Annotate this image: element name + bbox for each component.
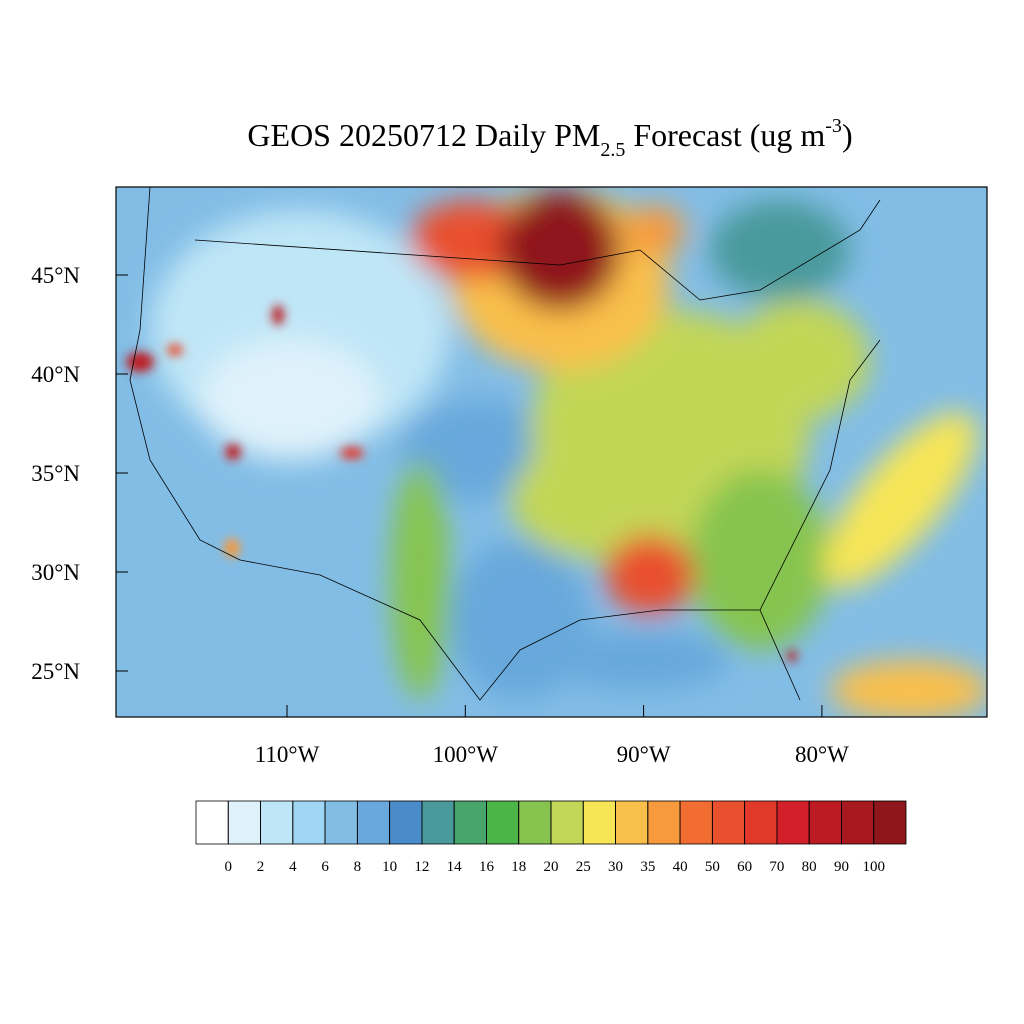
title-text: GEOS 20250712 Daily PM [247, 117, 600, 153]
colorbar-label: 60 [737, 859, 752, 875]
colorbar-label: 80 [802, 859, 817, 875]
lon-tick-label: 80°W [795, 742, 849, 767]
colorbar-label: 70 [769, 859, 784, 875]
colorbar-swatch [260, 800, 294, 845]
colorbar: 0 2 4 6 8 10 12 14 16 18 20 25 30 35 40 50 60 70 80 90 100 [195, 800, 907, 875]
title-subscript: 2.5 [600, 139, 625, 161]
lat-tick-label: 40°N [31, 362, 80, 387]
colorbar-swatch [227, 800, 261, 845]
lon-tick-label: 100°W [433, 742, 499, 767]
map-frame [115, 186, 988, 718]
colorbar-swatch [776, 800, 810, 845]
colorbar-label: 8 [354, 859, 362, 875]
colorbar-label: 10 [382, 859, 397, 875]
colorbar-swatch [292, 800, 326, 845]
colorbar-label: 25 [576, 859, 591, 875]
axes: 45°N 40°N 35°N 30°N 25°N 110°W 100°W 90°W 80°W [31, 263, 849, 767]
colorbar-swatch [421, 800, 455, 845]
colorbar-label: 6 [321, 859, 329, 875]
colorbar-swatch [711, 800, 746, 845]
title-text: Forecast (ug m [625, 117, 825, 153]
colorbar-swatch [356, 800, 391, 845]
colorbar-label: 2 [257, 859, 265, 875]
colorbar-swatch [808, 800, 842, 845]
colorbar-label: 100 [862, 859, 885, 875]
colorbar-swatch [582, 800, 616, 845]
colorbar-swatch [324, 800, 358, 845]
colorbar-swatch [679, 800, 713, 845]
colorbar-swatch [518, 800, 552, 845]
colorbar-swatch [647, 800, 681, 845]
colorbar-label: 40 [673, 859, 688, 875]
colorbar-label: 30 [608, 859, 623, 875]
title-superscript: -3 [825, 115, 842, 137]
lon-tick-label: 90°W [617, 742, 671, 767]
colorbar-label: 0 [225, 859, 233, 875]
colorbar-swatch [195, 800, 229, 845]
colorbar-swatch [873, 800, 907, 845]
lat-tick-label: 25°N [31, 659, 80, 684]
colorbar-swatch [841, 800, 875, 845]
colorbar-label: 4 [289, 859, 297, 875]
lon-tick-label: 110°W [255, 742, 320, 767]
colorbar-label: 16 [479, 859, 495, 875]
colorbar-label: 50 [705, 859, 720, 875]
colorbar-swatch [389, 800, 423, 845]
colorbar-swatch [550, 800, 584, 845]
title-text: ) [842, 117, 853, 153]
lat-tick-label: 45°N [31, 263, 80, 288]
colorbar-swatch [453, 800, 487, 845]
colorbar-label: 12 [414, 859, 429, 875]
colorbar-label: 14 [447, 859, 463, 875]
map-title: GEOS 20250712 Daily PM2.5 Forecast (ug m… [247, 115, 852, 161]
colorbar-label: 90 [834, 859, 849, 875]
colorbar-swatch [615, 800, 649, 845]
lat-tick-label: 35°N [31, 461, 80, 486]
lat-tick-label: 30°N [31, 560, 80, 585]
colorbar-label: 35 [640, 859, 655, 875]
pm25-field [116, 187, 987, 717]
colorbar-label: 20 [544, 859, 559, 875]
colorbar-swatch [486, 800, 520, 845]
colorbar-label: 18 [511, 859, 526, 875]
colorbar-swatch [744, 800, 778, 845]
